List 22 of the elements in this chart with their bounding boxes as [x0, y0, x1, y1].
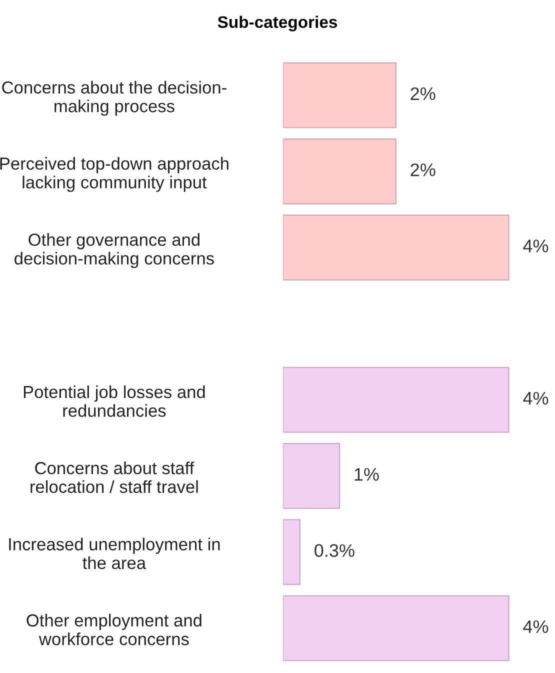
bar: [283, 443, 340, 509]
bar: [283, 366, 510, 433]
y-tick-label: Concerns about the decision- making process: [2, 80, 226, 116]
y-tick-label: Perceived top-down approach lacking community input: [0, 157, 228, 192]
y-tick-label: Other governance and decision-making concerns: [14, 233, 214, 268]
data-label: 4%: [523, 620, 548, 633]
data-label: 2%: [410, 87, 436, 100]
data-label: 4%: [523, 240, 548, 252]
data-label: 4%: [523, 392, 548, 405]
data-label: 1%: [354, 468, 379, 481]
bar: [283, 214, 510, 280]
bar: [283, 138, 396, 204]
bar: [283, 595, 510, 662]
y-tick-label: Potential job losses and redundancies: [24, 385, 205, 417]
data-label: 0.3%: [314, 544, 354, 557]
bar: [283, 62, 396, 128]
chart-title: Sub-categories: [218, 16, 338, 32]
y-tick-label: Increased unemployment in the area: [9, 538, 220, 570]
y-tick-label: Other employment and workforce concerns: [26, 614, 202, 646]
y-tick-label: Concerns about staff relocation / staff travel: [30, 462, 198, 494]
data-label: 2%: [410, 163, 436, 176]
bar: [283, 519, 301, 585]
